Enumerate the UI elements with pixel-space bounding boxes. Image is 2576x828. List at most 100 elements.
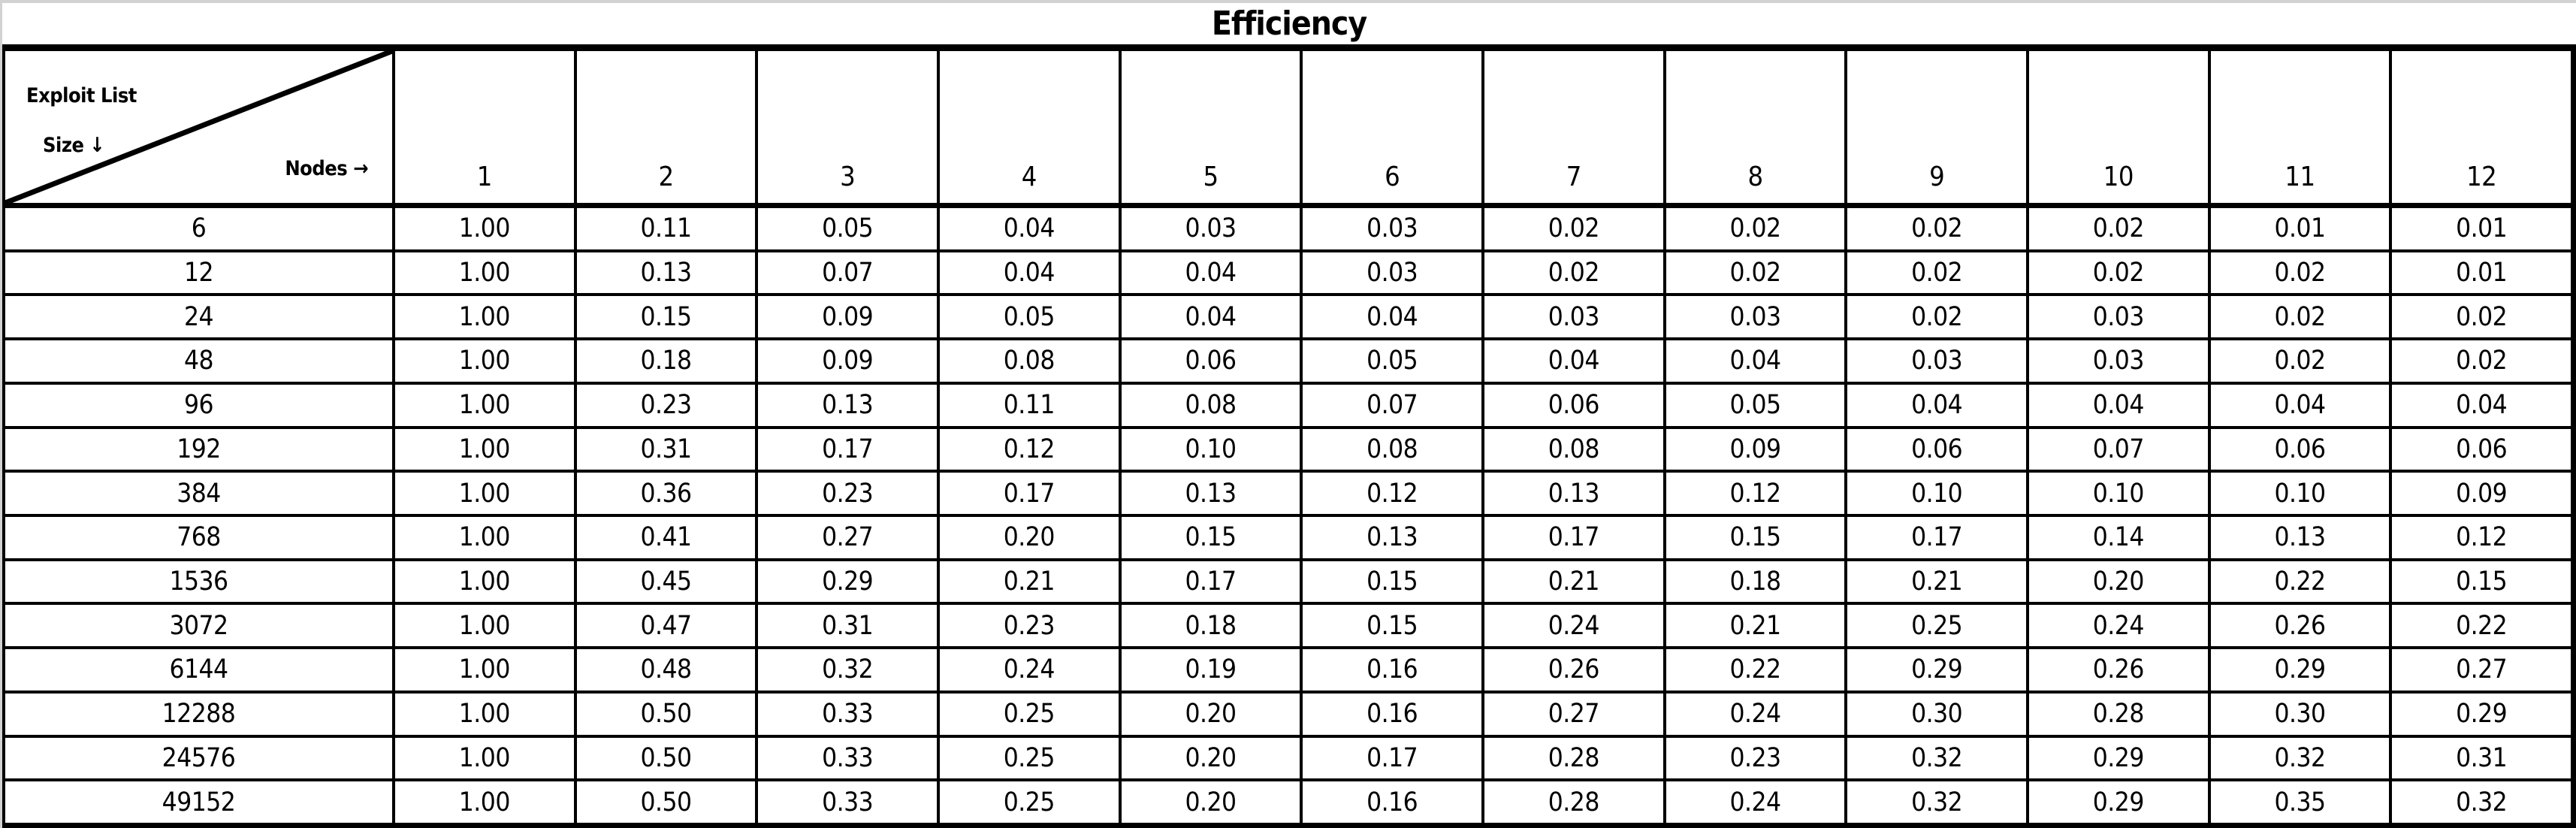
value-cell: 0.13: [758, 384, 937, 426]
row-label-48: 48: [5, 340, 392, 382]
value-cell: 0.17: [1121, 561, 1300, 603]
value-cell: 0.17: [1484, 517, 1663, 558]
value-cell: 0.24: [940, 649, 1119, 691]
value-cell: 0.10: [1121, 428, 1300, 470]
value-cell: 0.02: [2029, 208, 2208, 249]
corner-label-exploit-list: Exploit List: [26, 84, 137, 107]
value-cell: 0.04: [1121, 296, 1300, 338]
value-cell: 1.00: [395, 208, 574, 249]
value-cell: 0.03: [2029, 340, 2208, 382]
value-cell: 0.13: [1484, 473, 1663, 514]
value-cell: 0.15: [1665, 517, 1845, 558]
value-cell: 0.06: [2210, 428, 2390, 470]
value-cell: 0.07: [2029, 428, 2208, 470]
value-cell: 0.12: [940, 428, 1119, 470]
value-cell: 0.33: [758, 737, 937, 779]
value-cell: 0.05: [940, 296, 1119, 338]
value-cell: 0.02: [2210, 340, 2390, 382]
value-cell: 0.04: [2392, 384, 2571, 426]
value-cell: 0.05: [1665, 384, 1845, 426]
value-cell: 0.12: [1303, 473, 1481, 514]
value-cell: 0.20: [940, 517, 1119, 558]
table-frame: Efficiency Exploit List Size ↓ Nodes → 1…: [2, 3, 2576, 828]
value-cell: 0.24: [1665, 693, 1845, 735]
value-cell: 0.04: [2210, 384, 2390, 426]
value-cell: 0.15: [2392, 561, 2571, 603]
value-cell: 0.13: [2210, 517, 2390, 558]
row-label-24576: 24576: [5, 737, 392, 779]
value-cell: 0.29: [758, 561, 937, 603]
value-cell: 0.05: [1303, 340, 1481, 382]
value-cell: 0.21: [940, 561, 1119, 603]
value-cell: 0.25: [940, 737, 1119, 779]
value-cell: 0.10: [2210, 473, 2390, 514]
value-cell: 0.01: [2392, 208, 2571, 249]
column-header-8: 8: [1665, 51, 1845, 203]
value-cell: 0.28: [2029, 693, 2208, 735]
value-cell: 0.16: [1303, 781, 1481, 823]
value-cell: 0.09: [1665, 428, 1845, 470]
value-cell: 0.22: [2392, 605, 2571, 647]
value-cell: 1.00: [395, 473, 574, 514]
value-cell: 0.29: [2392, 693, 2571, 735]
value-cell: 0.25: [1847, 605, 2026, 647]
column-header-3: 3: [758, 51, 937, 203]
value-cell: 1.00: [395, 693, 574, 735]
corner-label-nodes-right-arrow: Nodes →: [285, 157, 368, 180]
value-cell: 0.23: [576, 384, 756, 426]
column-header-5: 5: [1121, 51, 1300, 203]
value-cell: 0.50: [576, 737, 756, 779]
value-cell: 0.08: [1121, 384, 1300, 426]
row-label-192: 192: [5, 428, 392, 470]
value-cell: 0.18: [576, 340, 756, 382]
row-label-1536: 1536: [5, 561, 392, 603]
corner-label-size-down-arrow: Size ↓: [43, 134, 105, 157]
value-cell: 0.04: [940, 252, 1119, 294]
value-cell: 0.28: [1484, 737, 1663, 779]
value-cell: 0.21: [1665, 605, 1845, 647]
value-cell: 0.25: [940, 781, 1119, 823]
value-cell: 0.02: [1847, 252, 2026, 294]
value-cell: 0.20: [1121, 737, 1300, 779]
value-cell: 0.17: [1847, 517, 2026, 558]
value-cell: 1.00: [395, 737, 574, 779]
value-cell: 0.02: [2392, 296, 2571, 338]
value-cell: 0.26: [2029, 649, 2208, 691]
value-cell: 0.15: [1303, 561, 1481, 603]
value-cell: 0.06: [2392, 428, 2571, 470]
value-cell: 0.09: [2392, 473, 2571, 514]
row-label-96: 96: [5, 384, 392, 426]
value-cell: 0.02: [2210, 296, 2390, 338]
value-cell: 0.10: [2029, 473, 2208, 514]
row-label-12288: 12288: [5, 693, 392, 735]
value-cell: 0.45: [576, 561, 756, 603]
value-cell: 0.04: [1847, 384, 2026, 426]
value-cell: 0.04: [940, 208, 1119, 249]
value-cell: 0.24: [2029, 605, 2208, 647]
value-cell: 1.00: [395, 561, 574, 603]
row-label-768: 768: [5, 517, 392, 558]
value-cell: 0.32: [758, 649, 937, 691]
value-cell: 0.29: [2210, 649, 2390, 691]
value-cell: 0.13: [576, 252, 756, 294]
value-cell: 0.20: [1121, 781, 1300, 823]
column-header-1: 1: [395, 51, 574, 203]
value-cell: 1.00: [395, 428, 574, 470]
value-cell: 0.06: [1121, 340, 1300, 382]
value-cell: 0.25: [940, 693, 1119, 735]
value-cell: 0.03: [1847, 340, 2026, 382]
diagonal-split-line: [5, 51, 392, 203]
value-cell: 0.15: [1303, 605, 1481, 647]
value-cell: 0.02: [1484, 252, 1663, 294]
value-cell: 0.27: [2392, 649, 2571, 691]
column-header-4: 4: [940, 51, 1119, 203]
row-label-3072: 3072: [5, 605, 392, 647]
row-label-6144: 6144: [5, 649, 392, 691]
value-cell: 0.11: [576, 208, 756, 249]
value-cell: 1.00: [395, 781, 574, 823]
value-cell: 0.31: [2392, 737, 2571, 779]
value-cell: 0.03: [1665, 296, 1845, 338]
column-header-9: 9: [1847, 51, 2026, 203]
column-header-12: 12: [2392, 51, 2571, 203]
value-cell: 0.03: [1121, 208, 1300, 249]
